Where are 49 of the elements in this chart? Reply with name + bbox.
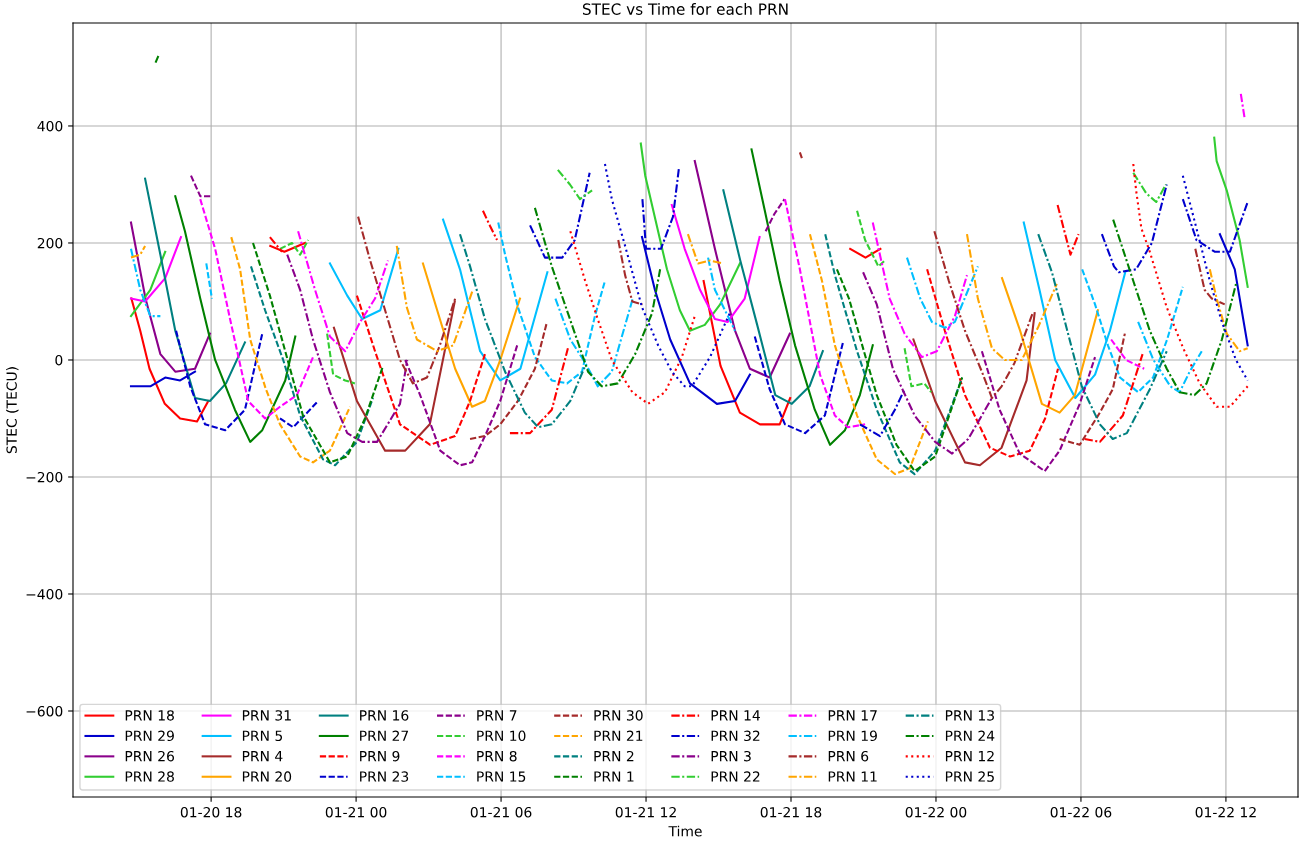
legend-label: PRN 10 xyxy=(477,730,526,742)
x-tick-label: 01-22 12 xyxy=(1195,806,1256,818)
x-tick-label: 01-20 18 xyxy=(180,806,242,818)
x-tick-label: 01-22 06 xyxy=(1050,806,1112,818)
x-tick-label: 01-21 06 xyxy=(470,806,532,818)
legend-label: PRN 1 xyxy=(594,771,634,782)
legend-label: PRN 29 xyxy=(125,730,174,742)
x-tick-label: 01-21 00 xyxy=(325,806,387,818)
legend-label: PRN 22 xyxy=(711,771,760,782)
legend-label: PRN 26 xyxy=(125,750,175,762)
legend-label: PRN 15 xyxy=(477,771,526,782)
legend-label: PRN 18 xyxy=(125,710,174,721)
legend-label: PRN 5 xyxy=(242,730,283,742)
y-tick-label: 0 xyxy=(55,354,63,366)
x-tick-label: 01-21 12 xyxy=(615,806,676,818)
legend-label: PRN 21 xyxy=(594,730,643,741)
x-axis-title: Time xyxy=(668,825,702,837)
legend-label: PRN 24 xyxy=(945,730,995,741)
legend-label: PRN 2 xyxy=(594,750,634,762)
legend-label: PRN 17 xyxy=(828,710,877,721)
y-tick-label: −600 xyxy=(26,705,63,717)
legend-label: PRN 31 xyxy=(242,710,291,721)
y-tick-label: −200 xyxy=(26,471,63,483)
legend-label: PRN 20 xyxy=(242,771,292,782)
legend-label: PRN 27 xyxy=(360,730,409,741)
legend-label: PRN 14 xyxy=(711,710,760,721)
legend-label: PRN 23 xyxy=(360,771,409,782)
y-tick-label: −400 xyxy=(26,588,63,600)
chart-title: STEC vs Time for each PRN xyxy=(582,3,788,15)
legend-label: PRN 8 xyxy=(477,750,517,762)
legend-label: PRN 4 xyxy=(242,751,283,762)
legend-label: PRN 25 xyxy=(945,771,994,782)
legend-label: PRN 12 xyxy=(945,750,994,762)
y-axis-title: STEC (TECU) xyxy=(6,367,19,454)
y-tick-label: 400 xyxy=(37,120,63,132)
legend-label: PRN 9 xyxy=(360,750,400,762)
x-tick-label: 01-22 00 xyxy=(905,806,967,818)
legend-label: PRN 30 xyxy=(594,710,643,721)
x-tick-label: 01-21 18 xyxy=(760,806,822,818)
legend-label: PRN 6 xyxy=(828,750,869,762)
legend-label: PRN 7 xyxy=(477,710,517,721)
y-tick-label: 200 xyxy=(37,237,63,249)
legend-label: PRN 16 xyxy=(360,710,409,721)
legend-label: PRN 32 xyxy=(711,730,760,742)
legend-label: PRN 19 xyxy=(828,730,877,742)
legend-label: PRN 13 xyxy=(945,710,994,721)
legend-label: PRN 28 xyxy=(125,771,174,782)
legend-label: PRN 3 xyxy=(711,750,751,762)
legend-label: PRN 11 xyxy=(828,771,877,782)
